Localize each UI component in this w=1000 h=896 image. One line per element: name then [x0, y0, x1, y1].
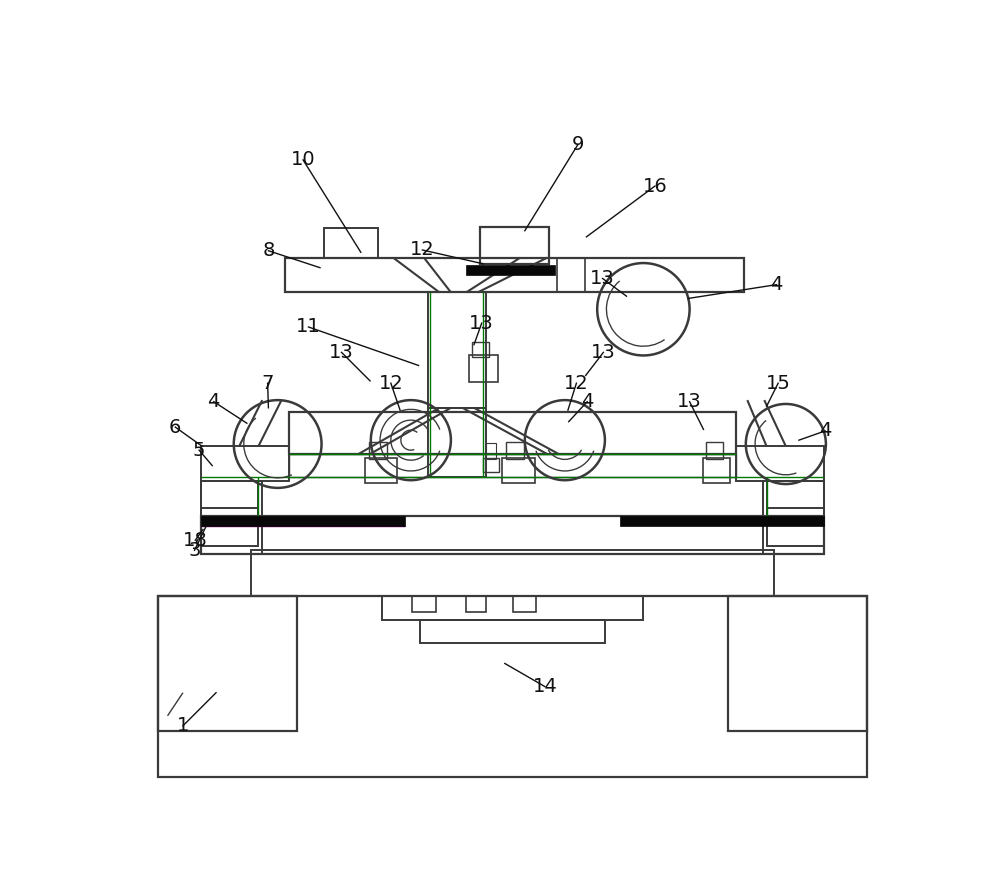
Text: 4: 4 — [770, 275, 783, 294]
Bar — [369, 443, 387, 460]
Bar — [201, 446, 289, 481]
Bar — [201, 481, 262, 554]
Text: 12: 12 — [378, 374, 403, 392]
Text: 13: 13 — [469, 314, 494, 332]
Text: 7: 7 — [261, 374, 274, 392]
Text: 12: 12 — [564, 374, 589, 392]
Bar — [158, 597, 867, 778]
Bar — [285, 258, 744, 292]
Text: 9: 9 — [572, 135, 584, 154]
Bar — [289, 411, 736, 454]
Bar — [557, 258, 585, 292]
Text: 16: 16 — [643, 177, 667, 195]
Bar — [486, 444, 496, 459]
Text: 6: 6 — [169, 418, 181, 436]
Text: 13: 13 — [591, 343, 616, 362]
Bar — [728, 597, 867, 731]
Bar — [382, 597, 643, 619]
Text: 18: 18 — [183, 530, 208, 550]
Text: 10: 10 — [291, 151, 315, 169]
Bar — [289, 454, 736, 477]
Text: 15: 15 — [766, 374, 791, 392]
Bar — [480, 227, 549, 263]
Bar — [620, 515, 824, 527]
Bar — [706, 443, 723, 460]
Text: 13: 13 — [329, 343, 354, 362]
Bar — [428, 408, 486, 477]
Bar — [412, 597, 436, 612]
Bar — [201, 508, 258, 547]
Text: 12: 12 — [410, 240, 435, 260]
Bar — [483, 458, 499, 471]
Bar — [512, 597, 536, 612]
Bar — [767, 508, 824, 547]
Bar — [201, 515, 405, 527]
Text: 4: 4 — [208, 392, 220, 411]
Text: 14: 14 — [532, 677, 557, 696]
Text: 13: 13 — [590, 269, 615, 288]
Bar — [466, 265, 555, 275]
Text: 5: 5 — [193, 441, 205, 460]
Text: 13: 13 — [677, 392, 702, 411]
Bar — [428, 292, 486, 408]
Bar — [736, 446, 824, 481]
Bar — [472, 341, 489, 357]
Bar — [365, 458, 397, 483]
Text: 3: 3 — [188, 541, 201, 560]
Text: 4: 4 — [819, 421, 831, 441]
Text: 8: 8 — [262, 241, 275, 260]
Bar — [703, 458, 730, 483]
Bar — [469, 356, 498, 383]
Bar — [502, 458, 535, 483]
Text: 1: 1 — [177, 716, 189, 736]
Bar — [763, 481, 824, 554]
Bar — [201, 515, 824, 554]
Bar — [420, 619, 605, 642]
Text: 11: 11 — [296, 317, 321, 337]
Bar — [158, 597, 297, 731]
Text: 4: 4 — [581, 392, 593, 411]
Bar — [466, 597, 486, 612]
Bar — [324, 228, 378, 258]
Bar — [506, 443, 524, 460]
Bar — [251, 550, 774, 597]
